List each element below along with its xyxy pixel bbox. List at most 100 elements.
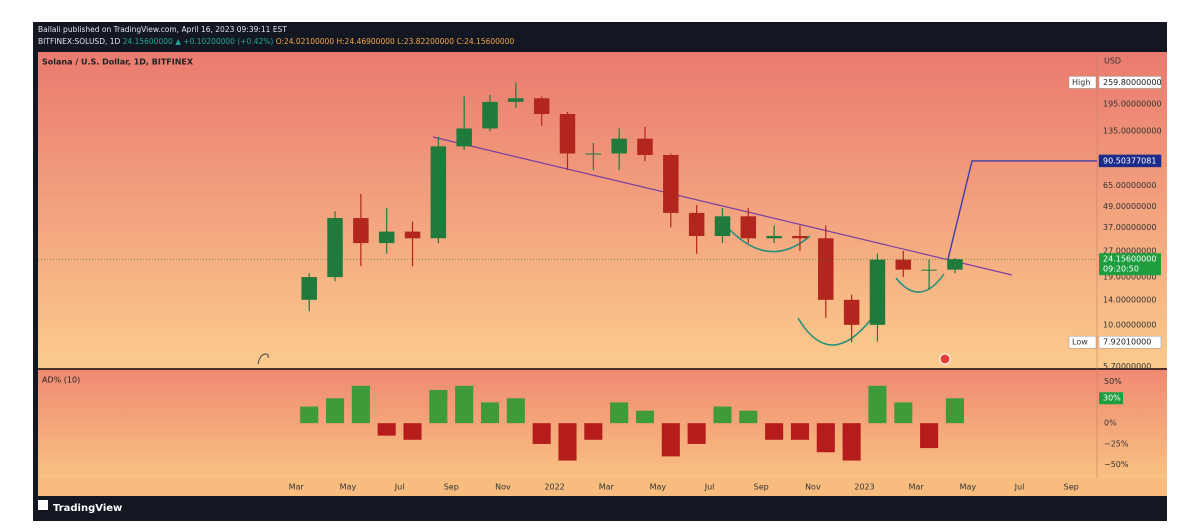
bar: [816, 423, 835, 453]
marker-name-box: [1068, 335, 1097, 349]
y-tick-label: 10.00000000: [1103, 320, 1156, 329]
countdown: 09:20:50: [1103, 265, 1139, 274]
brand: TradingView: [53, 503, 122, 514]
marker-label: 7.92010000: [1103, 338, 1151, 347]
x-tick-label: 2023: [854, 483, 874, 492]
candle-body: [740, 216, 757, 239]
plot: Mar May Jul Sep Nov 2022 Mar May Jul Sep Nov 2023 Ma…: [38, 76, 1162, 492]
last-value-label: 30%: [1103, 394, 1121, 403]
candle-body: [327, 218, 343, 278]
marker-label: 259.80000000: [1103, 78, 1162, 87]
candle-body: [766, 235, 782, 239]
bar: [920, 423, 939, 449]
x-tick-label: Jul: [394, 483, 405, 492]
candle-body: [611, 138, 627, 154]
y-tick-label: 65.00000000: [1103, 181, 1156, 190]
candle-body: [818, 238, 834, 300]
candle-body: [482, 101, 498, 129]
bar: [687, 423, 706, 444]
bar: [351, 385, 370, 424]
last-price-label: 24.15600000: [1103, 255, 1156, 264]
candle-body: [559, 113, 576, 154]
currency: USD: [1104, 57, 1121, 66]
bar: [506, 398, 525, 424]
symbol-line: BITFINEX:SOLUSD, 1D 24.15600000 ▲ +0.102…: [38, 37, 514, 46]
y-tick-label: 27.00000000: [1103, 246, 1156, 255]
x-tick-label: May: [960, 483, 977, 492]
y-tick-label: 195.00000000: [1103, 99, 1162, 108]
candle-body: [688, 212, 705, 236]
candle-body: [430, 146, 447, 239]
open: O:24.02100000: [276, 37, 335, 46]
high: H:24.46900000: [337, 37, 395, 46]
price: 24.15600000: [123, 37, 173, 46]
candle-body: [792, 235, 808, 239]
bar: [610, 402, 629, 424]
bar: [765, 423, 784, 440]
change: ▲ +0.10200000 (+0.42%): [175, 37, 273, 46]
candle-body: [353, 218, 369, 244]
bar: [661, 423, 680, 457]
bar: [739, 410, 758, 424]
cup-right: [895, 273, 945, 293]
y-tick-label: 50%: [1104, 377, 1122, 386]
marker-name-box: [1068, 76, 1097, 89]
marker-name: High: [1072, 78, 1090, 87]
marker-label: 90.50377081: [1103, 156, 1156, 165]
bar: [300, 406, 319, 424]
bar: [403, 423, 422, 440]
candle-body: [533, 98, 550, 114]
projection: [947, 160, 1097, 260]
symbol: BITFINEX:SOLUSD, 1D: [38, 37, 121, 46]
y-tick-label: 49.00000000: [1103, 202, 1156, 211]
indicator-title: AD% (10): [42, 376, 80, 385]
candle-body: [404, 231, 421, 239]
x-tick-label: Mar: [909, 483, 925, 492]
bar: [480, 402, 500, 424]
cup-bottom: [797, 317, 873, 346]
marker-name: Low: [1072, 338, 1088, 347]
candle-body: [843, 299, 860, 325]
x-tick-label: May: [650, 483, 667, 492]
candle-body: [508, 98, 524, 102]
close: C:24.15600000: [456, 37, 514, 46]
candle-body: [585, 153, 602, 155]
candle-body: [895, 259, 912, 270]
bar: [558, 423, 577, 461]
x-tick-label: Nov: [805, 483, 821, 492]
marker-box: [1098, 335, 1162, 349]
x-tick-label: 2022: [544, 483, 564, 492]
x-tick-label: Sep: [444, 483, 459, 492]
bar: [377, 423, 396, 436]
y-tick-label: 19.00000000: [1103, 273, 1156, 282]
x-tick-label: Sep: [754, 483, 769, 492]
last-price-box: [1099, 253, 1161, 276]
bar: [790, 423, 810, 440]
candle-body: [637, 138, 653, 155]
last-value-box: [1099, 392, 1123, 405]
candle-body: [378, 231, 395, 244]
event-icon: [939, 353, 951, 365]
candle-body: [869, 259, 886, 325]
y-tick-label: 14.00000000: [1103, 295, 1156, 304]
bar: [635, 410, 655, 424]
y-tick-label: 37.00000000: [1103, 223, 1156, 232]
candle-body: [947, 259, 963, 270]
x-tick-label: Nov: [495, 483, 511, 492]
y-tick-label: 5.70000000: [1103, 362, 1151, 371]
bar: [713, 406, 732, 424]
y-tick-label: −50%: [1104, 460, 1129, 469]
main-pane: [38, 52, 1167, 368]
marker-box: [1098, 154, 1162, 168]
x-tick-label: Jul: [1014, 483, 1025, 492]
x-tick-label: Sep: [1064, 483, 1079, 492]
bar: [455, 385, 474, 424]
candle-body: [921, 269, 937, 271]
candle-body: [456, 128, 472, 147]
x-tick-label: Jul: [704, 483, 715, 492]
candle-body: [663, 154, 679, 213]
bar: [584, 423, 603, 440]
bar: [842, 423, 861, 461]
published: Ballali published on TradingView.com, Ap…: [38, 25, 287, 34]
candle-body: [714, 216, 731, 236]
